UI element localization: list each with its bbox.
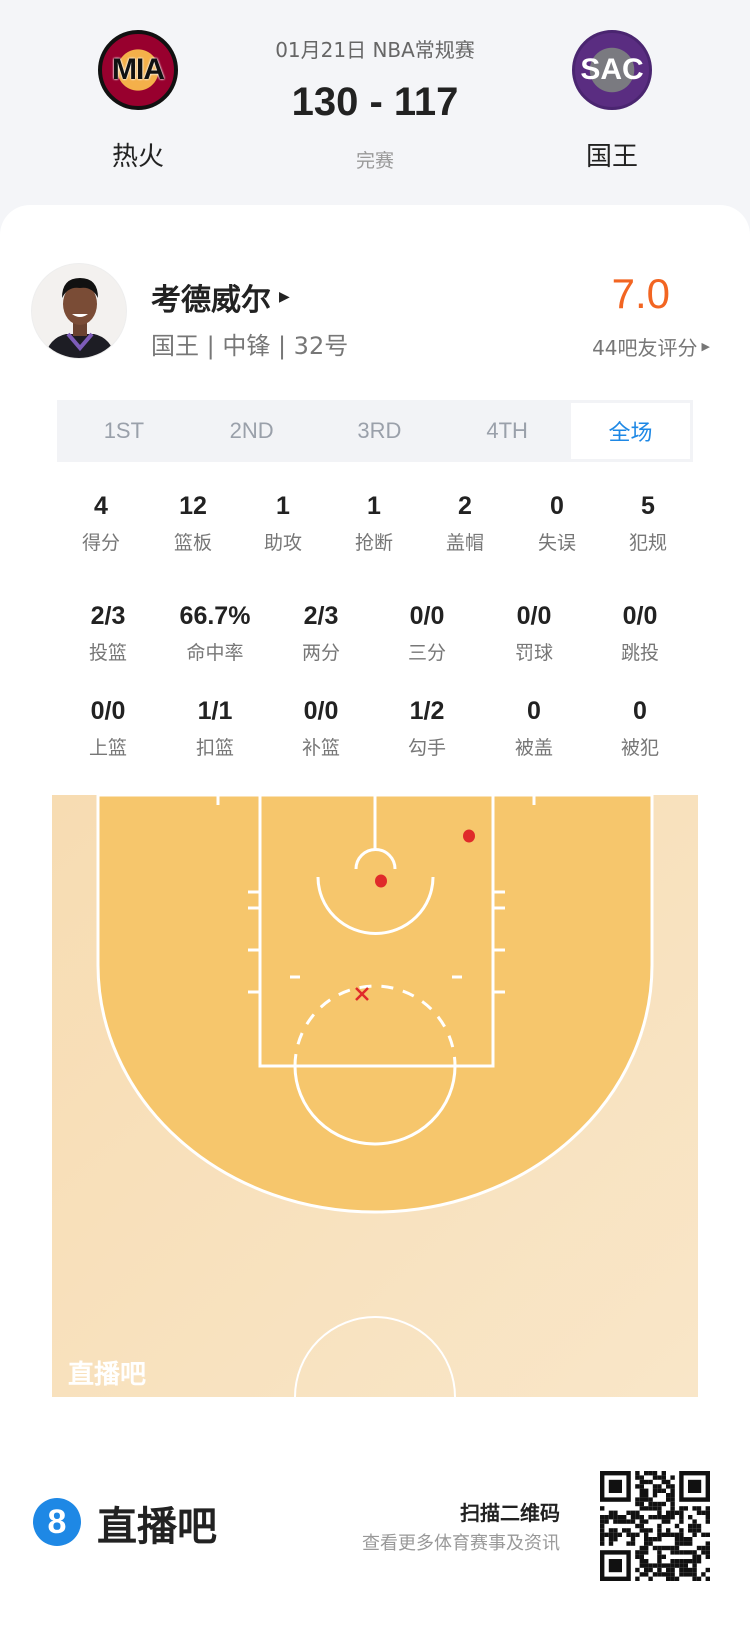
stat-stats-row1: 1 助攻	[264, 492, 302, 555]
stat-stats-row3: 0/0 上篮	[89, 697, 127, 760]
stat-label: 两分	[301, 642, 341, 664]
stat-value: 12	[179, 492, 207, 520]
stat-stats-row3: 1/1 扣篮	[196, 697, 234, 760]
stat-label: 三分	[407, 642, 447, 664]
stat-label: 被犯	[620, 737, 660, 759]
stat-value: 0/0	[409, 602, 445, 630]
tab-full-game[interactable]: 全场	[571, 403, 690, 459]
stat-value: 1/2	[409, 697, 445, 725]
stat-value: 0	[633, 697, 647, 725]
stat-label: 失误	[537, 532, 577, 554]
tab-4th[interactable]: 4TH	[486, 418, 528, 443]
stat-stats-row1: 12 篮板	[174, 492, 212, 555]
stat-label: 扣篮	[195, 737, 235, 759]
stat-stats-row3: 1/2 勾手	[408, 697, 446, 760]
stat-label: 勾手	[407, 737, 447, 759]
qr-code[interactable]	[600, 1471, 710, 1581]
tab-2nd[interactable]: 2ND	[229, 418, 274, 443]
stat-value: 66.7%	[179, 602, 251, 630]
three-point-area	[96, 795, 654, 1214]
game-score: 130 - 117	[291, 80, 459, 124]
stat-label: 补篮	[301, 737, 341, 759]
brand-name: 直播吧	[97, 1504, 217, 1550]
stat-label: 篮板	[173, 532, 213, 554]
stat-stats-row3: 0 被盖	[515, 697, 553, 760]
made-shot-marker	[375, 874, 387, 888]
stat-stats-row2: 2/3 两分	[302, 602, 340, 665]
stat-value: 0/0	[303, 697, 339, 725]
court-lines	[216, 795, 536, 1397]
stat-stats-row2: 0/0 罚球	[515, 602, 553, 665]
player-info: 国王 | 中锋 | 32号	[151, 332, 349, 360]
stat-value: 2/3	[303, 602, 339, 630]
brand-logo-icon: 8	[33, 1498, 81, 1546]
stat-stats-row2: 0/0 跳投	[621, 602, 659, 665]
made-shot-marker	[463, 829, 475, 843]
stat-label: 得分	[81, 532, 121, 554]
stat-stats-row1: 2 盖帽	[446, 492, 484, 555]
home-team-name[interactable]: 热火	[111, 142, 165, 172]
stat-stats-row1: 0 失误	[538, 492, 576, 555]
stat-label: 被盖	[514, 737, 554, 759]
stat-stats-row3: 0/0 补篮	[302, 697, 340, 760]
player-name-link[interactable]: 考德威尔 ▶	[151, 275, 290, 319]
tab-3rd[interactable]: 3RD	[357, 418, 402, 443]
rating-link[interactable]: 44吧友评分 ▶	[592, 332, 710, 361]
scan-title: 扫描二维码	[460, 1501, 560, 1525]
shot-chart-court: 直播吧	[52, 795, 698, 1397]
team-logo-mia[interactable]: MIA	[98, 30, 178, 110]
tab-1st[interactable]: 1ST	[103, 418, 145, 443]
stat-value: 4	[94, 492, 108, 520]
stat-label: 命中率	[186, 642, 244, 664]
stat-stats-row1: 4 得分	[82, 492, 120, 555]
stat-value: 0	[550, 492, 564, 520]
player-name: 考德威尔	[151, 283, 271, 318]
stat-stats-row2: 0/0 三分	[408, 602, 446, 665]
stat-label: 投篮	[88, 642, 128, 664]
stat-label: 罚球	[514, 642, 554, 664]
stat-value: 1	[367, 492, 381, 520]
stat-label: 助攻	[263, 532, 303, 554]
missed-shot-marker	[355, 987, 369, 1001]
stat-stats-row1: 1 抢断	[355, 492, 393, 555]
stat-value: 0/0	[516, 602, 552, 630]
stat-label: 犯规	[628, 532, 668, 554]
player-avatar[interactable]	[31, 263, 127, 359]
stat-label: 上篮	[88, 737, 128, 759]
stat-label: 盖帽	[445, 532, 485, 554]
stat-stats-row3: 0 被犯	[621, 697, 659, 760]
player-rating: 7.0	[611, 270, 670, 317]
stat-value: 2	[458, 492, 472, 520]
caret-right-icon: ▶	[279, 289, 290, 305]
scan-subtitle: 查看更多体育赛事及资讯	[362, 1533, 560, 1554]
stat-value: 2/3	[90, 602, 126, 630]
stat-value: 0	[527, 697, 541, 725]
stat-value: 0/0	[622, 602, 658, 630]
stat-value: 0/0	[90, 697, 126, 725]
rating-label: 44吧友评分	[592, 336, 698, 360]
stat-label: 跳投	[620, 642, 660, 664]
stat-value: 1/1	[197, 697, 233, 725]
stat-stats-row2: 2/3 投篮	[89, 602, 127, 665]
court-watermark: 直播吧	[68, 1360, 146, 1390]
stat-value: 1	[276, 492, 290, 520]
away-team-name[interactable]: 国王	[585, 142, 639, 172]
caret-right-icon: ▶	[701, 340, 710, 353]
stat-value: 5	[641, 492, 655, 520]
game-date-league: 01月21日 NBA常规赛	[275, 38, 475, 62]
stat-label: 抢断	[354, 532, 394, 554]
game-status: 完赛	[355, 150, 395, 172]
period-tabs: 1ST 2ND 3RD 4TH 全场	[57, 400, 693, 462]
stat-stats-row1: 5 犯规	[629, 492, 667, 555]
stat-stats-row2: 66.7% 命中率	[180, 602, 251, 665]
team-logo-sac[interactable]: SAC	[572, 30, 652, 110]
